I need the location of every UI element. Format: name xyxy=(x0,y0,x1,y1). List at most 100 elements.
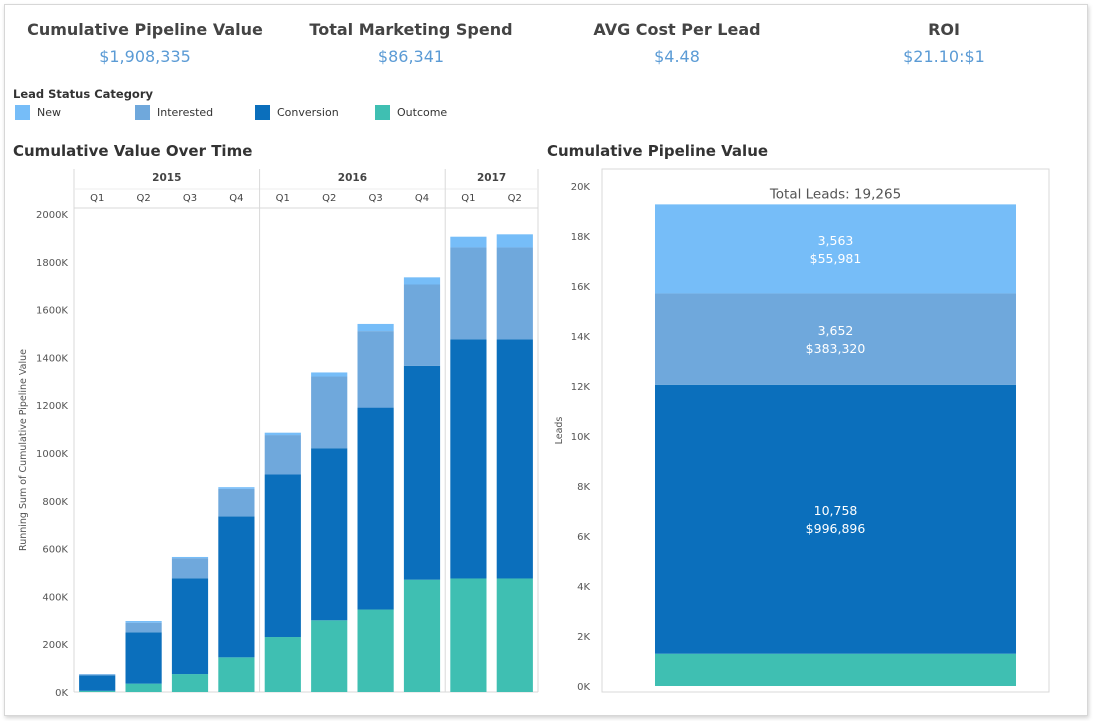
bar-segment-conversion xyxy=(403,365,441,580)
y-tick-label: 1000K xyxy=(36,449,68,460)
bar-segment-new xyxy=(655,204,1016,294)
bar-segment-outcome xyxy=(218,657,255,692)
kpi-value: $86,341 xyxy=(377,47,445,66)
kpi-value: $4.48 xyxy=(654,47,700,66)
bar-segment-conversion xyxy=(125,632,162,684)
y-tick-label: 10K xyxy=(571,432,591,443)
bar-segment-interested xyxy=(171,558,209,579)
bar-segment-conversion xyxy=(171,578,209,675)
bar-segment-new xyxy=(171,556,209,559)
bar-segment-conversion xyxy=(450,339,487,579)
cumulative-pipeline-chart: 0K 2K 4K 6K 8K 10K 12K 14K 16K 18K 20K Leads 10,758 $… xyxy=(554,168,1050,693)
y-tick-label: 2000K xyxy=(36,210,68,221)
y-tick-label: 20K xyxy=(571,182,591,193)
segment-leads-label: 3,652 xyxy=(818,323,854,338)
year-label: 2015 xyxy=(152,172,181,184)
legend-label: Interested xyxy=(157,106,214,119)
kpi-value: $21.10:$1 xyxy=(903,47,985,66)
bar-segment-interested xyxy=(218,488,255,517)
quarter-label: Q4 xyxy=(229,193,243,204)
y-tick-label: 2K xyxy=(577,632,590,643)
bar-segment-interested xyxy=(125,622,162,633)
quarter-label: Q1 xyxy=(461,193,475,204)
kpi-title: AVG Cost Per Lead xyxy=(593,20,761,39)
bar-segment-new xyxy=(218,487,255,489)
quarter-label: Q1 xyxy=(90,193,104,204)
bar-segment-new xyxy=(125,621,162,623)
y-tick-label: 14K xyxy=(571,332,591,343)
y-tick-label: 1400K xyxy=(36,353,68,364)
kpi-value: $1,908,335 xyxy=(99,47,191,66)
plot-border xyxy=(601,168,1050,693)
bar-segment-interested xyxy=(264,435,301,475)
legend-swatch xyxy=(375,105,390,120)
bar-segment-outcome xyxy=(311,620,348,692)
y-tick-label: 400K xyxy=(42,592,68,603)
kpi-title: Cumulative Pipeline Value xyxy=(27,20,263,39)
bar-segment-conversion xyxy=(655,384,1016,654)
bar-segment-new xyxy=(264,432,301,436)
quarter-label: Q3 xyxy=(368,193,382,204)
quarter-label: Q3 xyxy=(183,193,197,204)
y-tick-label: 0K xyxy=(577,682,590,693)
y-tick-label: 18K xyxy=(571,232,591,243)
bar-segment-new xyxy=(357,323,394,332)
segment-value-label: $55,981 xyxy=(810,251,862,266)
bar-segment-outcome xyxy=(403,579,441,692)
kpi-title: ROI xyxy=(928,20,960,39)
bar-segment-outcome xyxy=(496,578,533,692)
legend-swatch xyxy=(15,105,30,120)
y-tick-label: 8K xyxy=(577,482,590,493)
y-axis-label: Running Sum of Cumulative Pipeline Value xyxy=(18,349,29,551)
bar-segment-new xyxy=(311,372,348,377)
kpi-cumulative-pipeline-value: Cumulative Pipeline Value $1,908,335 xyxy=(15,20,275,66)
bar-segment-new xyxy=(450,236,487,248)
bar-segment-conversion xyxy=(218,516,255,658)
y-tick-label: 1200K xyxy=(36,401,68,412)
bar-segment-conversion xyxy=(264,474,301,638)
bar-segment-interested xyxy=(311,376,348,449)
segment-value-label: $383,320 xyxy=(806,341,866,356)
bar-segment-conversion xyxy=(357,407,394,610)
segment-value-label: $996,896 xyxy=(806,521,866,536)
segment-leads-label: 10,758 xyxy=(814,503,858,518)
total-leads-label: Total Leads: 19,265 xyxy=(769,186,901,202)
y-tick-label: 6K xyxy=(577,532,590,543)
legend-swatch xyxy=(135,105,150,120)
quarter-label: Q2 xyxy=(508,193,522,204)
y-tick-label: 0K xyxy=(55,688,68,699)
y-tick-label: 1600K xyxy=(36,306,68,317)
y-tick-label: 12K xyxy=(571,382,591,393)
bar-segment-interested xyxy=(79,674,116,676)
bar-segment-conversion xyxy=(311,448,348,621)
bar-segment-new xyxy=(403,277,441,285)
quarter-label: Q2 xyxy=(322,193,336,204)
bar-segment-interested xyxy=(496,247,533,340)
quarter-label: Q2 xyxy=(136,193,150,204)
y-tick-label: 4K xyxy=(577,582,590,593)
bar-segment-interested xyxy=(403,284,441,366)
bar-segment-outcome xyxy=(171,674,209,692)
year-label: 2016 xyxy=(338,172,367,184)
bar-segment-outcome xyxy=(264,637,301,692)
bar-segment-interested xyxy=(655,293,1016,385)
bar-segment-outcome xyxy=(125,683,162,692)
bar-segment-new xyxy=(496,234,533,248)
bar-segment-interested xyxy=(357,331,394,408)
bar-segment-outcome xyxy=(655,653,1016,686)
bar-segment-outcome xyxy=(79,690,116,692)
y-tick-label: 16K xyxy=(571,282,591,293)
left-chart-title: Cumulative Value Over Time xyxy=(13,142,253,160)
kpi-roi: ROI $21.10:$1 xyxy=(814,20,1074,66)
quarter-label: Q1 xyxy=(276,193,290,204)
kpi-title: Total Marketing Spend xyxy=(309,20,513,39)
quarter-label: Q4 xyxy=(415,193,429,204)
bar-segment-interested xyxy=(450,247,487,340)
y-axis-label: Leads xyxy=(554,417,565,445)
legend-label: Outcome xyxy=(397,106,448,119)
y-tick-label: 800K xyxy=(42,497,68,508)
bar-segment-outcome xyxy=(357,609,394,692)
y-tick-label: 600K xyxy=(42,545,68,556)
bar-segment-conversion xyxy=(496,339,533,579)
